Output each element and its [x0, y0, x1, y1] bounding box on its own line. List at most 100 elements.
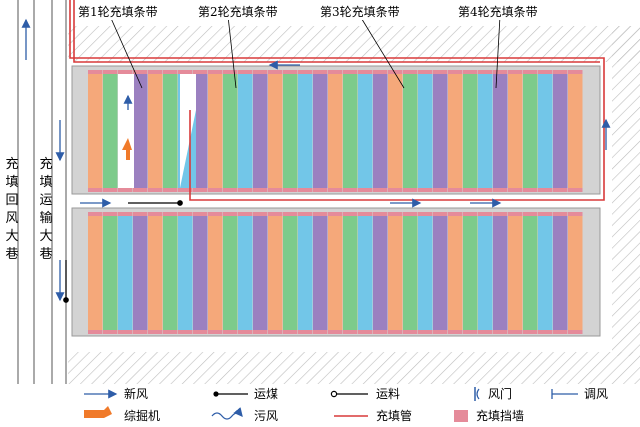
backfill-wall-segment: [193, 188, 208, 192]
backfill-wall-segment: [493, 188, 508, 192]
legend-air-door: 风门: [488, 386, 512, 401]
backfill-wall-segment: [433, 330, 448, 334]
backfill-strip: [88, 216, 103, 330]
backfill-wall-segment: [538, 188, 553, 192]
backfill-wall-segment: [538, 330, 553, 334]
backfill-strip: [253, 216, 268, 330]
backfill-wall-segment: [133, 188, 148, 192]
backfill-wall-segment: [373, 188, 388, 192]
backfill-wall-segment: [358, 330, 373, 334]
backfill-wall-segment: [343, 188, 358, 192]
legend-material-transport: 运料: [376, 387, 400, 401]
backfill-strip: [388, 74, 403, 188]
backfill-strip: [343, 216, 358, 330]
backfill-wall-segment: [508, 70, 523, 74]
backfill-wall-segment: [568, 212, 583, 216]
backfill-wall-segment: [178, 330, 193, 334]
backfill-wall-segment: [568, 330, 583, 334]
legend-backfill-wall: 充填挡墙: [476, 408, 524, 423]
backfill-wall-segment: [253, 188, 268, 192]
backfill-wall-segment: [418, 330, 433, 334]
backfill-strip: [103, 74, 118, 188]
backfill-wall-segment: [253, 70, 268, 74]
backfill-wall-segment: [118, 212, 133, 216]
backfill-wall-segment: [268, 330, 283, 334]
backfill-strip: [328, 216, 343, 330]
backfill-wall-segment: [313, 188, 328, 192]
backfill-wall-segment: [253, 330, 268, 334]
roadway-label-char: 运: [39, 193, 53, 208]
backfill-strip: [523, 74, 538, 188]
band-label-1: 第1轮充填条带: [78, 4, 158, 19]
roadway-label-char: 充: [39, 157, 53, 172]
backfill-wall-segment: [223, 188, 238, 192]
backfill-wall-segment: [313, 330, 328, 334]
legend-foul-air: 污风: [254, 409, 278, 423]
strips-lower: [88, 212, 583, 334]
backfill-wall-segment: [388, 330, 403, 334]
backfill-wall-segment: [268, 188, 283, 192]
backfill-strip: [118, 216, 133, 330]
backfill-wall-segment: [343, 70, 358, 74]
backfill-strip: [313, 216, 328, 330]
backfill-wall-segment: [493, 330, 508, 334]
backfill-strip: [493, 74, 508, 188]
backfill-wall-segment: [403, 70, 418, 74]
backfill-strip: [283, 216, 298, 330]
backfill-wall-segment: [253, 212, 268, 216]
backfill-pipe: [69, 0, 605, 201]
backfill-strip: [193, 216, 208, 330]
backfill-wall-segment: [268, 70, 283, 74]
backfill-wall-segment: [403, 188, 418, 192]
transport-roadway-label: 充填运输大巷: [38, 156, 54, 264]
backfill-wall-segment: [223, 330, 238, 334]
backfill-strip: [268, 216, 283, 330]
backfill-strip: [298, 216, 313, 330]
backfill-wall-segment: [553, 188, 568, 192]
roadway-label-char: 巷: [39, 247, 53, 262]
backfill-strip: [358, 74, 373, 188]
backfill-wall-segment: [133, 70, 148, 74]
backfill-strip: [358, 216, 373, 330]
backfill-wall-segment: [238, 330, 253, 334]
backfill-wall-segment: [508, 188, 523, 192]
backfill-wall-segment: [448, 212, 463, 216]
backfill-wall-segment: [298, 212, 313, 216]
backfill-wall-segment: [463, 330, 478, 334]
backfill-wall-segment: [358, 188, 373, 192]
backfill-strip: [298, 74, 313, 188]
backfill-wall-segment: [163, 188, 178, 192]
backfill-wall-segment: [193, 330, 208, 334]
backfill-wall-segment: [208, 212, 223, 216]
backfill-wall-segment: [553, 70, 568, 74]
backfill-wall-segment: [163, 212, 178, 216]
backfill-wall-segment: [208, 188, 223, 192]
backfill-strip: [403, 216, 418, 330]
backfill-strip: [103, 216, 118, 330]
backfill-wall-segment: [343, 330, 358, 334]
backfill-strip: [238, 74, 253, 188]
backfill-wall-segment: [478, 188, 493, 192]
backfill-wall-segment: [433, 212, 448, 216]
backfill-strip: [538, 216, 553, 330]
backfill-strip: [313, 74, 328, 188]
backfill-wall-segment: [433, 70, 448, 74]
backfill-wall-segment: [148, 188, 163, 192]
backfill-strip: [268, 74, 283, 188]
backfill-strip: [373, 216, 388, 330]
backfill-wall-segment: [313, 70, 328, 74]
backfill-wall-segment: [478, 330, 493, 334]
legend-backfill-pipe: 充填管: [376, 408, 412, 423]
backfill-wall-segment: [463, 70, 478, 74]
backfill-wall-segment: [283, 212, 298, 216]
backfill-strip: [253, 74, 268, 188]
band-label-4: 第4轮充填条带: [458, 4, 538, 19]
backfill-wall-segment: [298, 70, 313, 74]
backfill-wall-segment: [568, 188, 583, 192]
main-roadways: [17, 0, 67, 384]
backfill-strip: [463, 74, 478, 188]
backfill-wall-segment: [463, 188, 478, 192]
backfill-wall-segment: [103, 212, 118, 216]
backfill-wall-segment: [508, 212, 523, 216]
